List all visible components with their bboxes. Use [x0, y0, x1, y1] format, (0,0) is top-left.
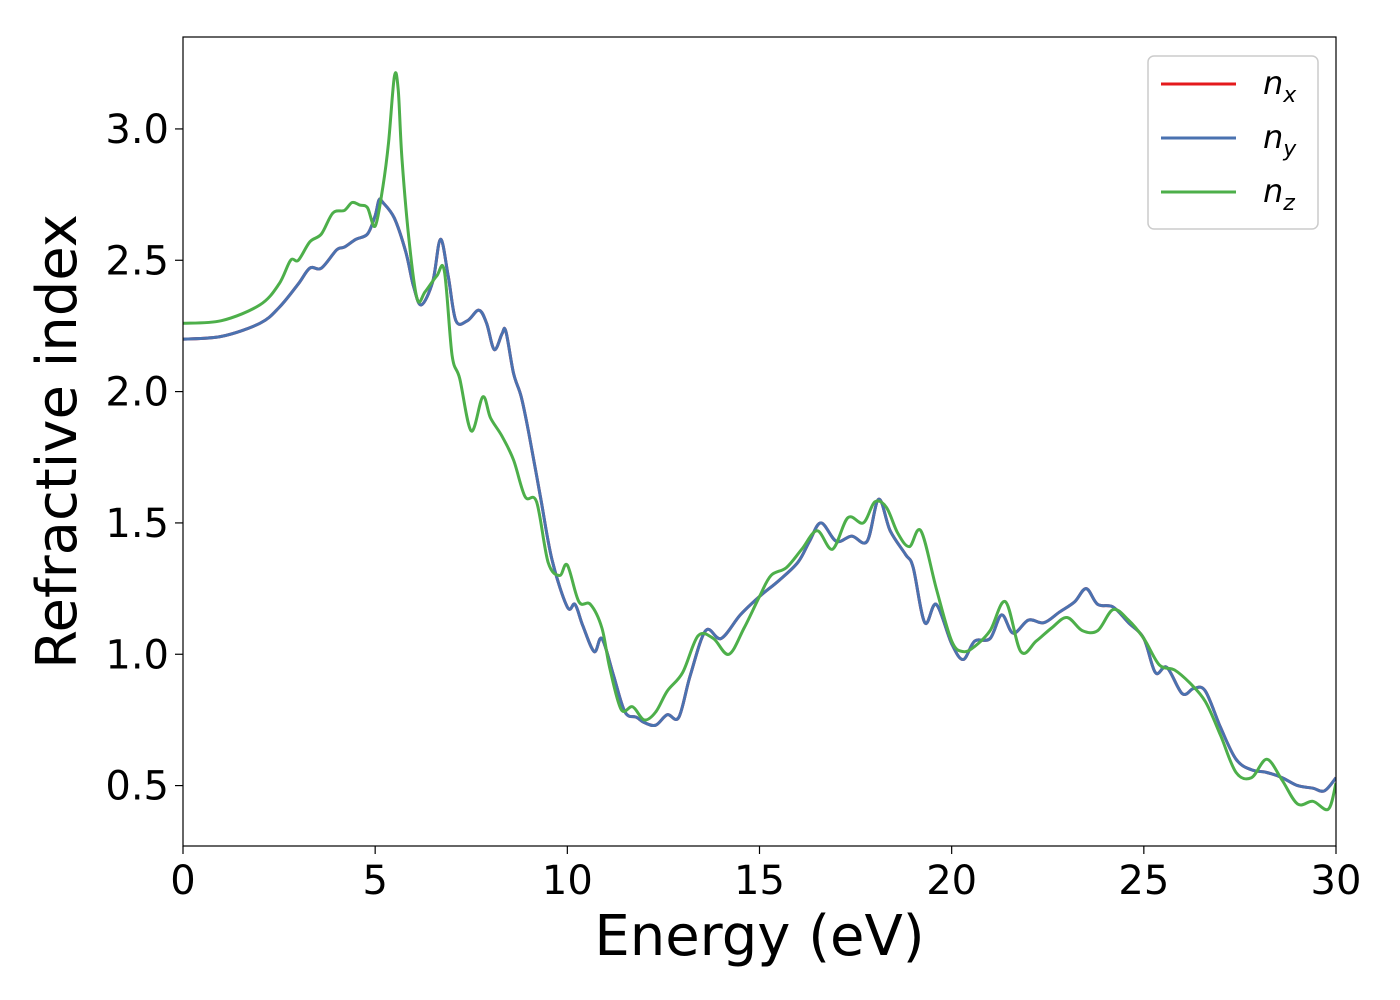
- y-tick-label: 2.0: [105, 370, 169, 416]
- x-tick-label: 5: [362, 858, 387, 904]
- legend-label-nz: nz: [1263, 172, 1295, 216]
- x-tick-label: 25: [1118, 858, 1169, 904]
- legend-label-base: n: [1263, 172, 1283, 210]
- x-tick-label: 30: [1311, 858, 1362, 904]
- y-tick-label: 2.5: [105, 238, 169, 284]
- series-layer: [183, 71, 1336, 812]
- x-axis-title: Energy (eV): [594, 904, 924, 969]
- series-line-ny: [183, 197, 1336, 793]
- legend-label-ny: ny: [1263, 118, 1297, 162]
- x-tick-label: 20: [926, 858, 977, 904]
- legend-label-base: n: [1263, 118, 1283, 156]
- x-axis-ticks: 0 5 10 15 20 25 30: [170, 846, 1361, 904]
- legend-label-nx: nx: [1263, 64, 1297, 108]
- legend-label-subscript: x: [1282, 83, 1297, 108]
- y-axis-title: Refractive index: [25, 214, 90, 669]
- x-tick-label: 0: [170, 858, 195, 904]
- legend-label-subscript: z: [1282, 191, 1295, 216]
- x-tick-label: 10: [542, 858, 593, 904]
- y-tick-label: 3.0: [105, 107, 169, 153]
- y-tick-label: 0.5: [105, 764, 169, 810]
- legend-box: [1147, 55, 1319, 230]
- y-axis-ticks: 0.5 1.0 1.5 2.0 2.5 3.0: [105, 107, 183, 810]
- x-tick-label: 15: [734, 858, 785, 904]
- legend-label-subscript: y: [1282, 137, 1297, 162]
- y-tick-label: 1.0: [105, 632, 169, 678]
- series-line-nz: [183, 71, 1336, 812]
- series-line-nx: [183, 197, 1336, 793]
- legend-label-base: n: [1263, 64, 1283, 102]
- y-tick-label: 1.5: [105, 501, 169, 547]
